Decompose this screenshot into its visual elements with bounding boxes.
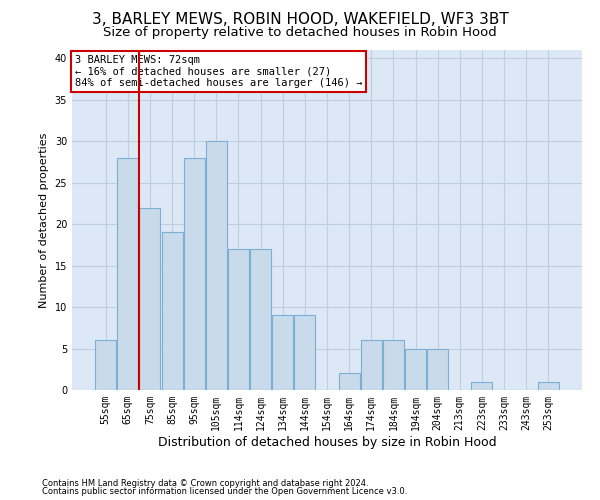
Bar — [472, 382, 493, 390]
Bar — [405, 348, 426, 390]
Bar — [161, 232, 182, 390]
Bar — [228, 249, 249, 390]
Bar — [338, 374, 359, 390]
Bar — [538, 382, 559, 390]
Text: Contains HM Land Registry data © Crown copyright and database right 2024.: Contains HM Land Registry data © Crown c… — [42, 478, 368, 488]
Bar — [118, 158, 139, 390]
Bar — [250, 249, 271, 390]
Text: 3, BARLEY MEWS, ROBIN HOOD, WAKEFIELD, WF3 3BT: 3, BARLEY MEWS, ROBIN HOOD, WAKEFIELD, W… — [92, 12, 508, 28]
Bar — [295, 316, 316, 390]
Bar — [383, 340, 404, 390]
Text: Contains public sector information licensed under the Open Government Licence v3: Contains public sector information licen… — [42, 487, 407, 496]
Bar — [139, 208, 160, 390]
Bar — [206, 141, 227, 390]
Y-axis label: Number of detached properties: Number of detached properties — [39, 132, 49, 308]
Bar — [427, 348, 448, 390]
Bar — [95, 340, 116, 390]
Text: Size of property relative to detached houses in Robin Hood: Size of property relative to detached ho… — [103, 26, 497, 39]
X-axis label: Distribution of detached houses by size in Robin Hood: Distribution of detached houses by size … — [158, 436, 496, 448]
Text: 3 BARLEY MEWS: 72sqm
← 16% of detached houses are smaller (27)
84% of semi-detac: 3 BARLEY MEWS: 72sqm ← 16% of detached h… — [74, 55, 362, 88]
Bar — [361, 340, 382, 390]
Bar — [184, 158, 205, 390]
Bar — [272, 316, 293, 390]
